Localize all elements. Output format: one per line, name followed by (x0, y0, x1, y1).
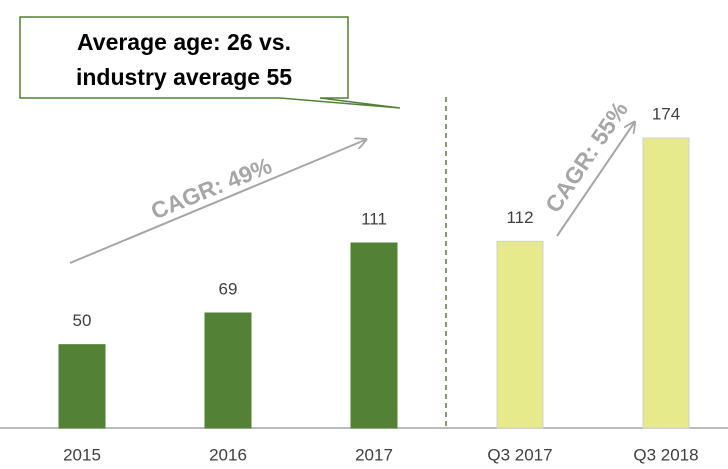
bar (642, 137, 690, 429)
cagr-label: CAGR: 49% (147, 152, 275, 224)
callout-box (19, 16, 401, 109)
x-tick-label: Q3 2018 (633, 445, 698, 464)
value-label: 50 (73, 311, 92, 330)
x-tick-label: Q3 2017 (487, 445, 552, 464)
x-tick-label: 2017 (355, 445, 393, 464)
callout-text: Average age: 26 vs. (77, 29, 291, 55)
x-tick-label: 2015 (63, 445, 101, 464)
bar (204, 312, 252, 429)
callout-text: industry average 55 (76, 64, 292, 90)
x-tick-label: 2016 (209, 445, 247, 464)
value-label: 111 (361, 209, 387, 228)
value-label: 174 (652, 104, 680, 123)
cagr-label: CAGR: 55% (540, 97, 633, 218)
value-label: 112 (506, 208, 533, 227)
value-label: 69 (219, 279, 238, 298)
bar (496, 240, 544, 429)
bar (58, 344, 106, 429)
trend-arrow (69, 140, 365, 264)
trend-arrow (556, 123, 634, 237)
bar (350, 242, 398, 429)
